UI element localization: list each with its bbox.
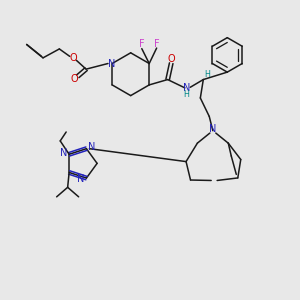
Text: H: H <box>183 90 189 99</box>
Text: N: N <box>77 174 85 184</box>
Text: O: O <box>70 74 78 84</box>
Text: N: N <box>183 82 190 93</box>
Text: F: F <box>139 40 145 50</box>
Text: N: N <box>209 124 217 134</box>
Text: F: F <box>154 39 160 49</box>
Text: O: O <box>70 53 77 63</box>
Text: N: N <box>108 58 115 68</box>
Text: O: O <box>167 54 175 64</box>
Text: H: H <box>204 70 210 79</box>
Text: N: N <box>60 148 68 158</box>
Text: N: N <box>88 142 95 152</box>
